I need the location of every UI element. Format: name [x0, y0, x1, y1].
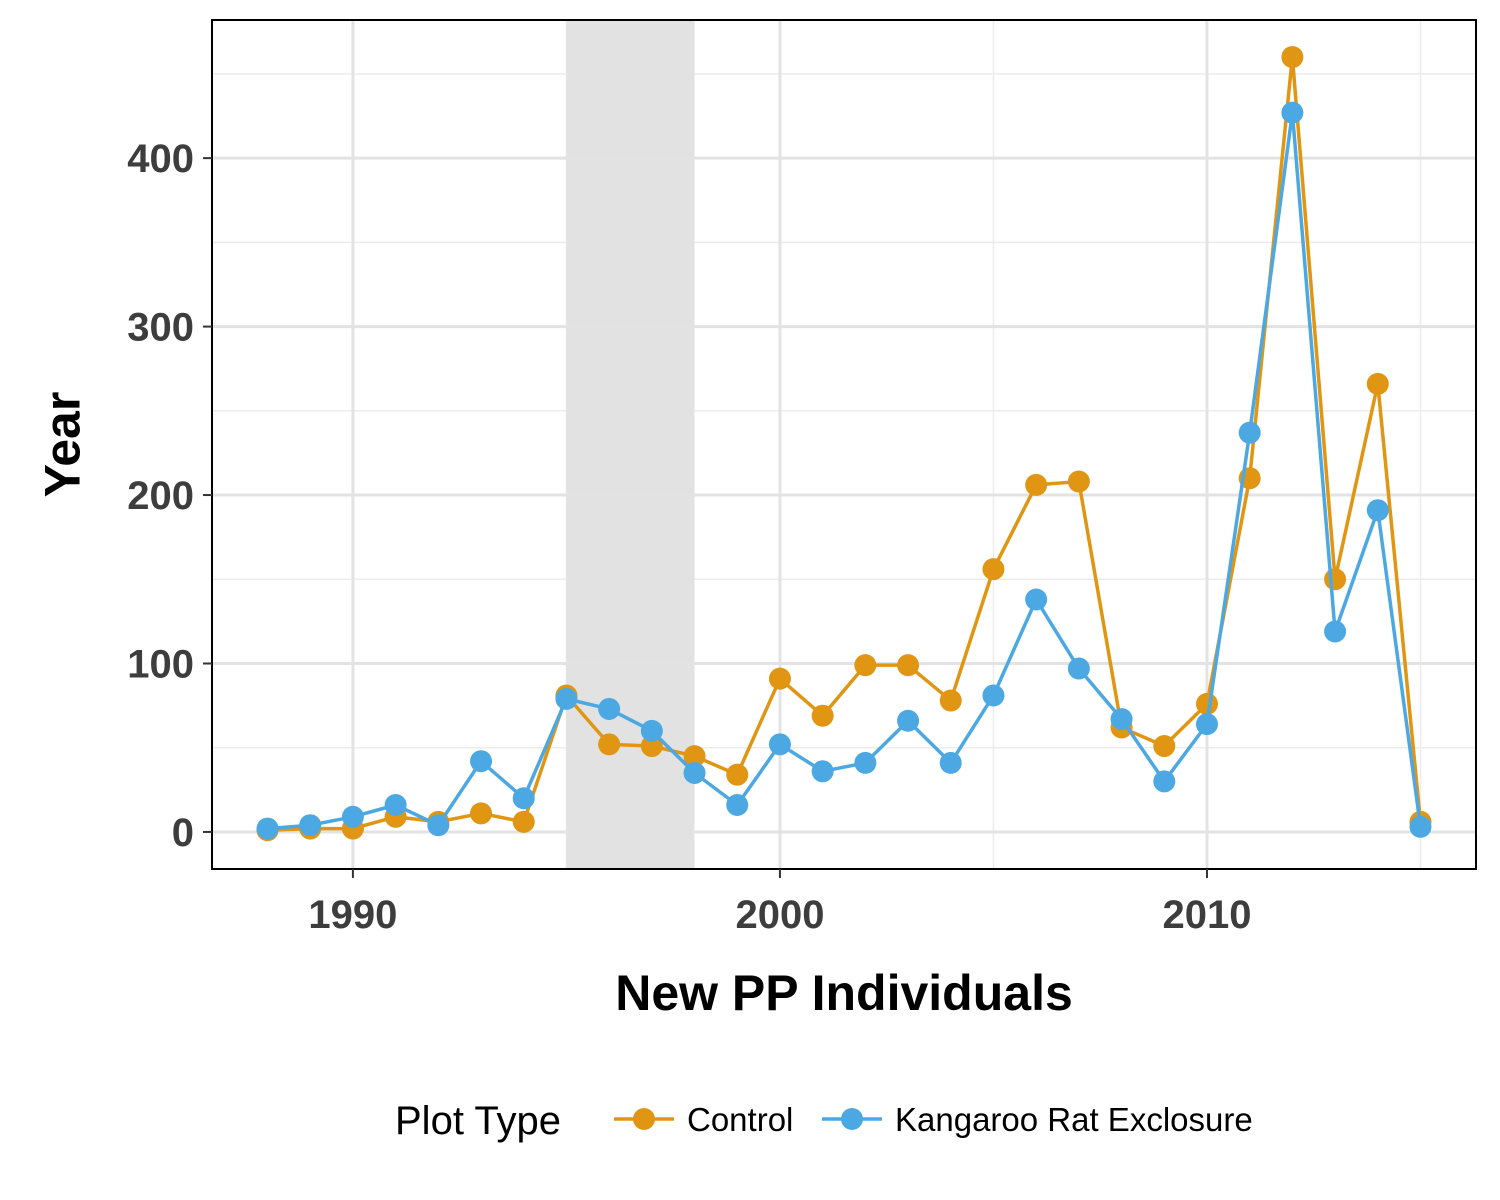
data-point — [683, 745, 706, 768]
y-tick-label: 300 — [127, 306, 194, 350]
data-point — [555, 687, 578, 710]
data-point — [982, 684, 1005, 707]
data-point — [299, 814, 322, 837]
data-point — [768, 667, 791, 690]
data-point — [1324, 568, 1347, 591]
data-point — [512, 787, 535, 810]
data-point — [1067, 657, 1090, 680]
data-point — [640, 719, 663, 742]
data-point — [427, 814, 450, 837]
data-point — [726, 793, 749, 816]
data-point — [640, 735, 663, 758]
x-tick-label: 2010 — [1162, 893, 1251, 937]
x-tick-label: 2000 — [735, 893, 824, 937]
x-axis-ticks: 1990 2000 2010 — [308, 869, 1251, 937]
y-tick-label: 100 — [127, 642, 194, 686]
data-point — [1153, 735, 1176, 758]
legend-item: Kangaroo Rat Exclosure — [822, 1101, 1253, 1138]
data-point — [598, 697, 621, 720]
data-point — [1025, 588, 1048, 611]
data-point — [1281, 101, 1304, 124]
data-point — [1366, 499, 1389, 522]
data-point — [1409, 815, 1432, 838]
data-point — [598, 733, 621, 756]
series-line — [267, 110, 1423, 831]
data-point — [683, 761, 706, 784]
data-point — [470, 802, 493, 825]
x-tick-label: 1990 — [308, 893, 397, 937]
legend-title: Plot Type — [395, 1099, 561, 1143]
x-axis-title: New PP Individuals — [615, 965, 1073, 1021]
y-tick-label: 400 — [127, 137, 194, 181]
legend-item: Control — [614, 1101, 793, 1138]
data-point — [512, 810, 535, 833]
data-point — [1025, 473, 1048, 496]
legend-key-point — [841, 1108, 863, 1130]
data-point — [811, 760, 834, 783]
data-point — [1110, 708, 1133, 731]
series-line — [267, 55, 1423, 833]
data-point — [256, 817, 279, 840]
data-point — [384, 793, 407, 816]
data-point — [1366, 372, 1389, 395]
legend-label: Control — [687, 1101, 793, 1138]
legend-key-point — [633, 1108, 655, 1130]
data-point — [982, 558, 1005, 581]
data-point — [939, 689, 962, 712]
data-point — [897, 709, 920, 732]
plot-background — [212, 20, 1476, 869]
legend-label: Kangaroo Rat Exclosure — [895, 1101, 1253, 1138]
data-point — [1067, 470, 1090, 493]
series-kangaroo-rat-exclosure — [256, 101, 1432, 840]
data-point — [854, 751, 877, 774]
data-point — [1153, 770, 1176, 793]
data-point — [1281, 46, 1304, 69]
data-point — [341, 805, 364, 828]
y-axis-title: Year — [35, 392, 91, 498]
legend: Plot Type Control Kangaroo Rat Exclosure — [395, 1099, 1253, 1143]
data-point — [811, 704, 834, 727]
data-point — [768, 733, 791, 756]
data-point — [726, 763, 749, 786]
plot-border — [211, 19, 1477, 870]
data-point — [1324, 620, 1347, 643]
y-tick-label: 200 — [127, 474, 194, 518]
y-axis-ticks: 0 100 200 300 400 — [127, 137, 212, 855]
data-point — [470, 750, 493, 773]
y-tick-label: 0 — [172, 811, 194, 855]
data-point — [854, 654, 877, 677]
legend-items: Control Kangaroo Rat Exclosure — [614, 1101, 1253, 1138]
data-point — [897, 654, 920, 677]
data-point — [1195, 713, 1218, 736]
series-layer — [256, 46, 1432, 842]
minor-grid — [212, 20, 1476, 869]
shaded-region — [566, 20, 695, 869]
data-point — [1238, 421, 1261, 444]
data-point — [1195, 692, 1218, 715]
data-point — [939, 751, 962, 774]
